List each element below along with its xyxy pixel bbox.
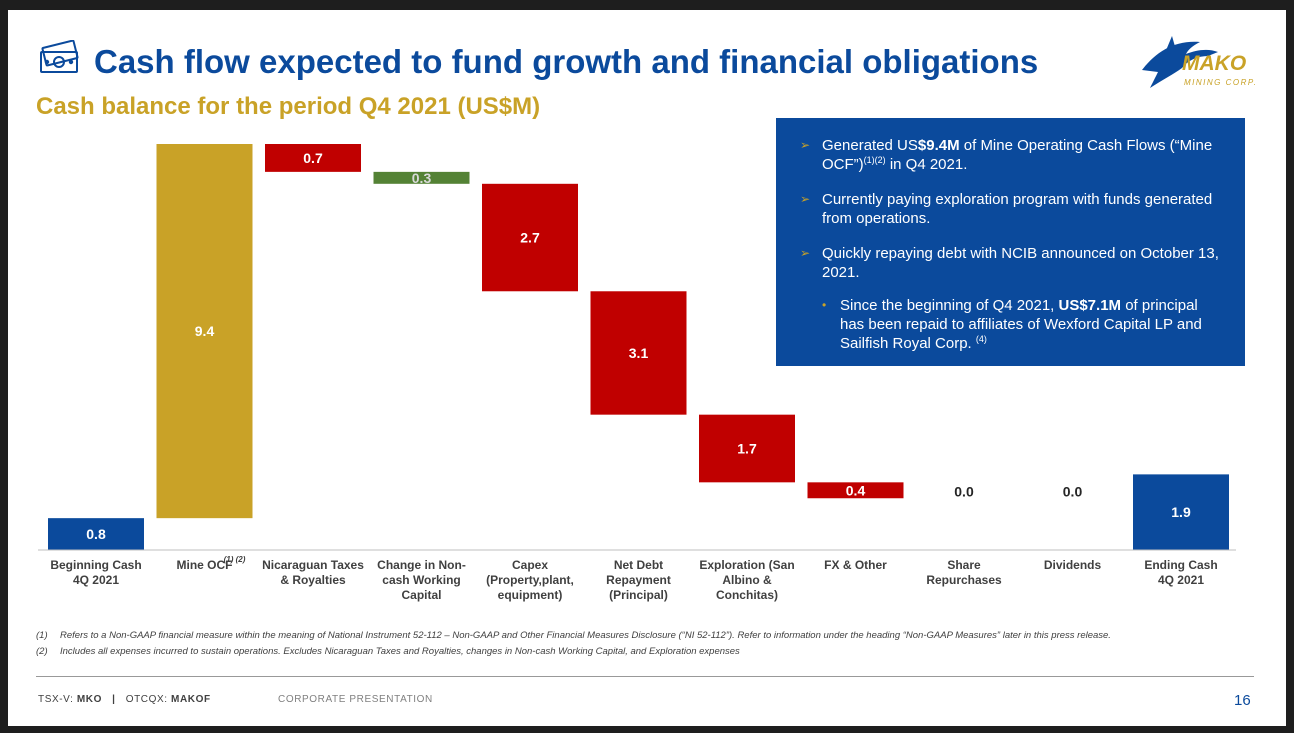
category-label-9: Dividends xyxy=(1044,558,1102,572)
dot-bullet-icon: • xyxy=(822,298,827,312)
category-label-7: FX & Other xyxy=(824,558,887,572)
value-label-0: 0.8 xyxy=(86,526,106,542)
bar-0 xyxy=(48,518,144,550)
value-label-8: 0.0 xyxy=(954,483,974,499)
bar-2 xyxy=(265,144,361,172)
footnote-2: (2) Includes all expenses incurred to su… xyxy=(36,646,740,657)
page-title: Cash flow expected to fund growth and fi… xyxy=(94,43,1039,80)
logo-subtext: MINING CORP. xyxy=(1184,78,1258,87)
bar-6 xyxy=(699,414,795,483)
bar-5 xyxy=(590,291,687,415)
value-label-5: 3.1 xyxy=(629,345,649,361)
value-label-6: 1.7 xyxy=(737,441,757,457)
category-label-8: Share Repurchases xyxy=(926,558,1002,587)
arrow-bullet-icon: ➢ xyxy=(800,138,811,152)
footer-divider xyxy=(36,676,1254,677)
category-label-4: Capex (Property,plant, equipment) xyxy=(486,558,574,602)
footer-presentation-label: CORPORATE PRESENTATION xyxy=(278,694,433,705)
chart-subtitle: Cash balance for the period Q4 2021 (US$… xyxy=(36,93,541,120)
arrow-bullet-icon: ➢ xyxy=(800,246,811,260)
bullet-debt: ➢ Quickly repaying debt with NCIB announ… xyxy=(800,245,1219,281)
category-label-1: Mine OCF xyxy=(177,558,233,572)
category-label-6: Exploration (San Albino & Conchitas) xyxy=(699,558,794,602)
category-superscript-1: (1) (2) xyxy=(224,555,246,564)
value-label-2: 0.7 xyxy=(303,150,323,166)
bar-3 xyxy=(373,171,470,184)
mako-shark-logo xyxy=(1142,36,1218,88)
page-number: 16 xyxy=(1234,692,1251,709)
value-label-1: 9.4 xyxy=(195,323,215,339)
value-label-9: 0.0 xyxy=(1063,483,1083,499)
footnotes: (1) Refers to a Non-GAAP financial measu… xyxy=(36,628,1111,660)
otc-ticker: MAKOF xyxy=(171,694,211,705)
bullet-mine-ocf: ➢ Generated US$9.4M of Mine Operating Ca… xyxy=(800,137,1213,173)
category-label-5: Net Debt Repayment (Principal) xyxy=(606,558,671,602)
footer: TSX-V: MKO | OTCQX: MAKOF CORPORATE PRES… xyxy=(38,694,433,705)
sub-bullet-principal: • Since the beginning of Q4 2021, US$7.1… xyxy=(822,297,1202,352)
value-label-4: 2.7 xyxy=(520,230,540,246)
arrow-bullet-icon: ➢ xyxy=(800,192,811,206)
highlights-box: ➢ Generated US$9.4M of Mine Operating Ca… xyxy=(776,118,1245,366)
category-label-10: Ending Cash 4Q 2021 xyxy=(1144,558,1217,587)
category-label-0: Beginning Cash 4Q 2021 xyxy=(50,558,141,587)
category-label-2: Nicaraguan Taxes & Royalties xyxy=(262,558,364,587)
value-label-7: 0.4 xyxy=(846,482,866,498)
category-label-3: Change in Non-cash Working Capital xyxy=(377,558,466,602)
slide: Cash flow expected to fund growth and fi… xyxy=(8,10,1286,726)
bar-10 xyxy=(1133,474,1229,550)
bar-1 xyxy=(156,144,253,519)
tsx-ticker: MKO xyxy=(76,694,102,705)
logo-wordmark: MAKO xyxy=(1182,52,1247,75)
bar-7 xyxy=(807,482,904,499)
value-label-10: 1.9 xyxy=(1171,504,1191,520)
waterfall-chart: 0.8 9.4 0.7 0.3 2.7 3.1 1.7 0.4 0.0 0.0 1.9 Beginn… xyxy=(38,144,1236,602)
value-label-3: 0.3 xyxy=(412,170,432,186)
footnote-1: (1) Refers to a Non-GAAP financial measu… xyxy=(36,630,1111,641)
bar-4 xyxy=(482,183,578,292)
bullet-exploration: ➢ Currently paying exploration program w… xyxy=(800,191,1213,227)
cash-icon xyxy=(40,40,79,73)
